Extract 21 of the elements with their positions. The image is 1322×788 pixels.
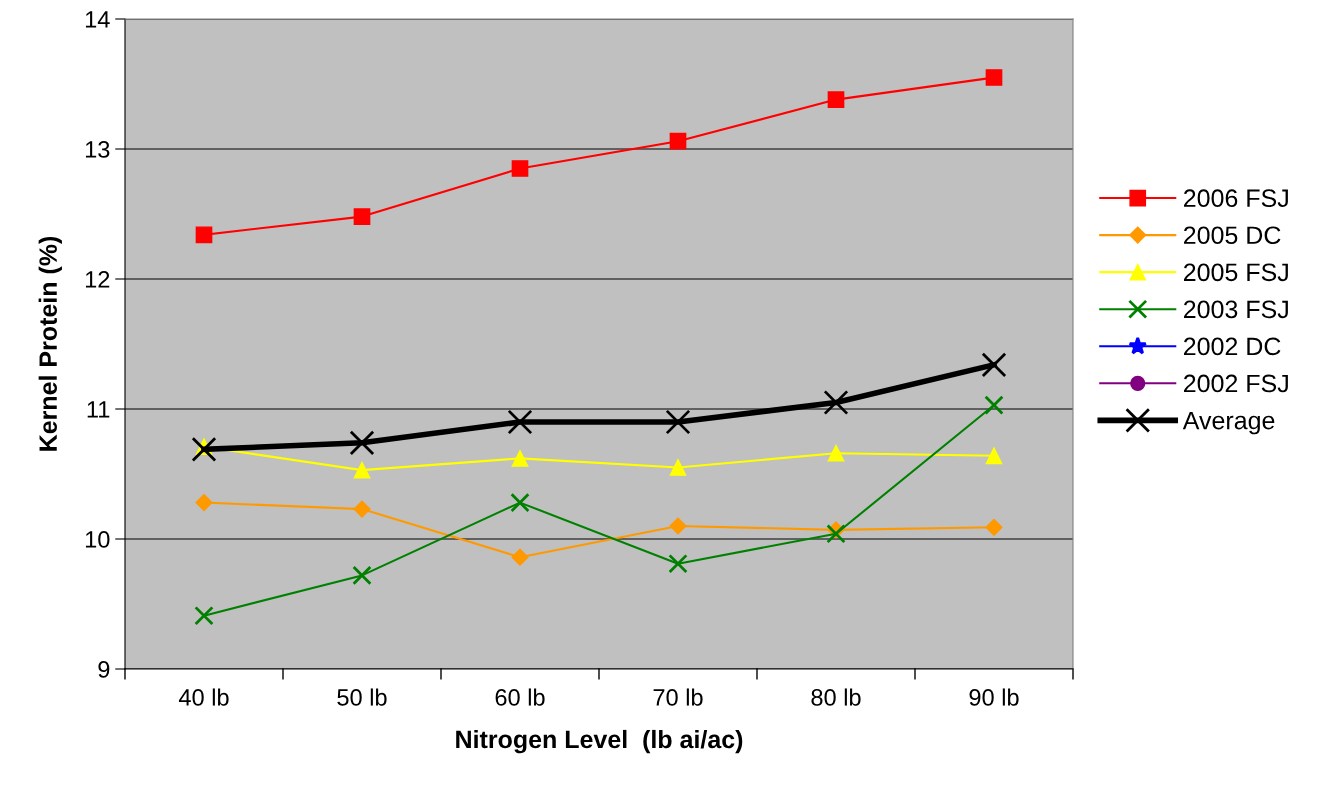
legend-label: 2002 FSJ <box>1184 374 1288 393</box>
y-tick-label: 13 <box>85 141 110 158</box>
x-tick-label: 50 lb <box>337 688 387 706</box>
legend-label: 2006 FSJ <box>1184 189 1288 208</box>
y-tick-label: 14 <box>85 11 110 28</box>
legend-label: Average <box>1182 411 1275 435</box>
x-tick-label: 70 lb <box>653 688 703 706</box>
y-tick-label: 9 <box>98 661 110 678</box>
y-axis-title: Kernel Protein (%) <box>38 236 62 451</box>
legend-label: 2003 FSJ <box>1184 300 1288 319</box>
legend-label: 2002 DC <box>1184 337 1281 356</box>
y-tick-label: 12 <box>85 271 110 288</box>
legend-label: 2005 DC <box>1184 226 1281 245</box>
x-tick-label: 40 lb <box>178 688 229 706</box>
x-axis-title: Nitrogen Level (lb ai/ac) <box>456 729 743 754</box>
y-tick-label: 11 <box>87 401 110 418</box>
x-tick-label: 80 lb <box>811 688 861 706</box>
x-tick-label: 60 lb <box>495 688 545 706</box>
x-tick-label: 90 lb <box>969 688 1019 706</box>
legend-label: 2005 FSJ <box>1184 263 1288 282</box>
y-tick-label: 10 <box>85 531 110 548</box>
